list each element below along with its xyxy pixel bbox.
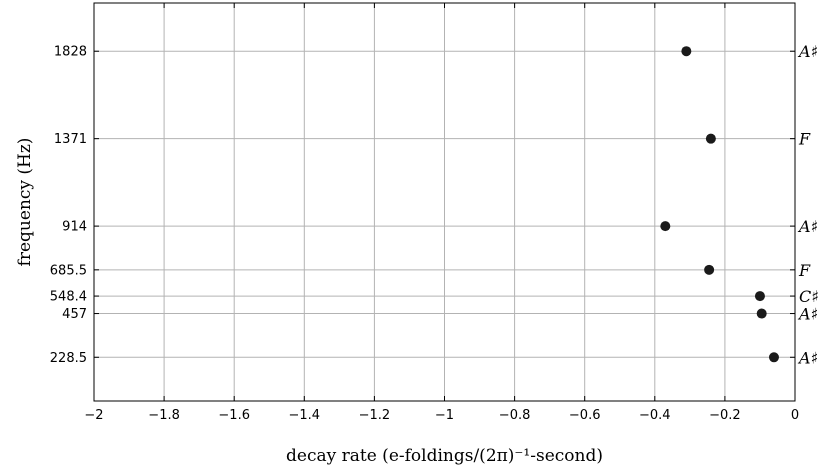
data-point: [681, 46, 692, 57]
data-point: [756, 308, 767, 319]
x-tick-label: −1.4: [289, 408, 321, 423]
y-tick-label: 457: [62, 307, 87, 322]
data-point: [705, 133, 716, 144]
data-point: [660, 221, 671, 232]
data-point: [704, 264, 715, 275]
y-tick-label: 1828: [54, 45, 87, 60]
x-tick-label: −1.2: [359, 408, 391, 423]
x-tick-label: −1.8: [148, 408, 180, 423]
note-name-label: A♯: [797, 42, 818, 61]
x-tick-label: −0.2: [709, 408, 741, 423]
x-tick-label: −0.8: [499, 408, 531, 423]
y-tick-label: 228.5: [50, 351, 87, 366]
plot-frame: [93, 2, 796, 402]
x-tick-label: −1.6: [218, 408, 250, 423]
note-name-label: C♯: [799, 287, 819, 306]
note-name-label: A♯: [797, 305, 818, 324]
ticks: −2 −1.8 −1.6 −1.4 −1.2 −1 −0.8 −0.6 −0.4 −0.2 0 228…: [50, 3, 799, 423]
x-tick-label: −2: [84, 408, 103, 423]
note-name-label: A♯: [797, 348, 818, 367]
x-tick-label: 0: [791, 408, 799, 423]
y-tick-label: 548.4: [50, 290, 87, 305]
note-name-label: F: [798, 130, 811, 149]
note-name-label: F: [798, 261, 811, 280]
note-labels: A♯A♯C♯FA♯FA♯: [797, 42, 819, 367]
x-tick-label: −0.6: [569, 408, 601, 423]
grid: [94, 3, 795, 401]
y-tick-label: 1371: [54, 132, 87, 147]
note-name-label: A♯: [797, 217, 818, 236]
y-axis-label: frequency (Hz): [15, 138, 35, 267]
data-point: [768, 352, 779, 363]
x-tick-label: −0.4: [639, 408, 671, 423]
y-tick-label: 685.5: [50, 263, 87, 278]
x-tick-label: −1: [435, 408, 454, 423]
x-axis-label: decay rate (e-foldings/(2π)⁻¹-second): [286, 446, 603, 466]
y-tick-label: 914: [62, 220, 87, 235]
data-points: [660, 46, 779, 363]
data-point: [754, 291, 765, 302]
